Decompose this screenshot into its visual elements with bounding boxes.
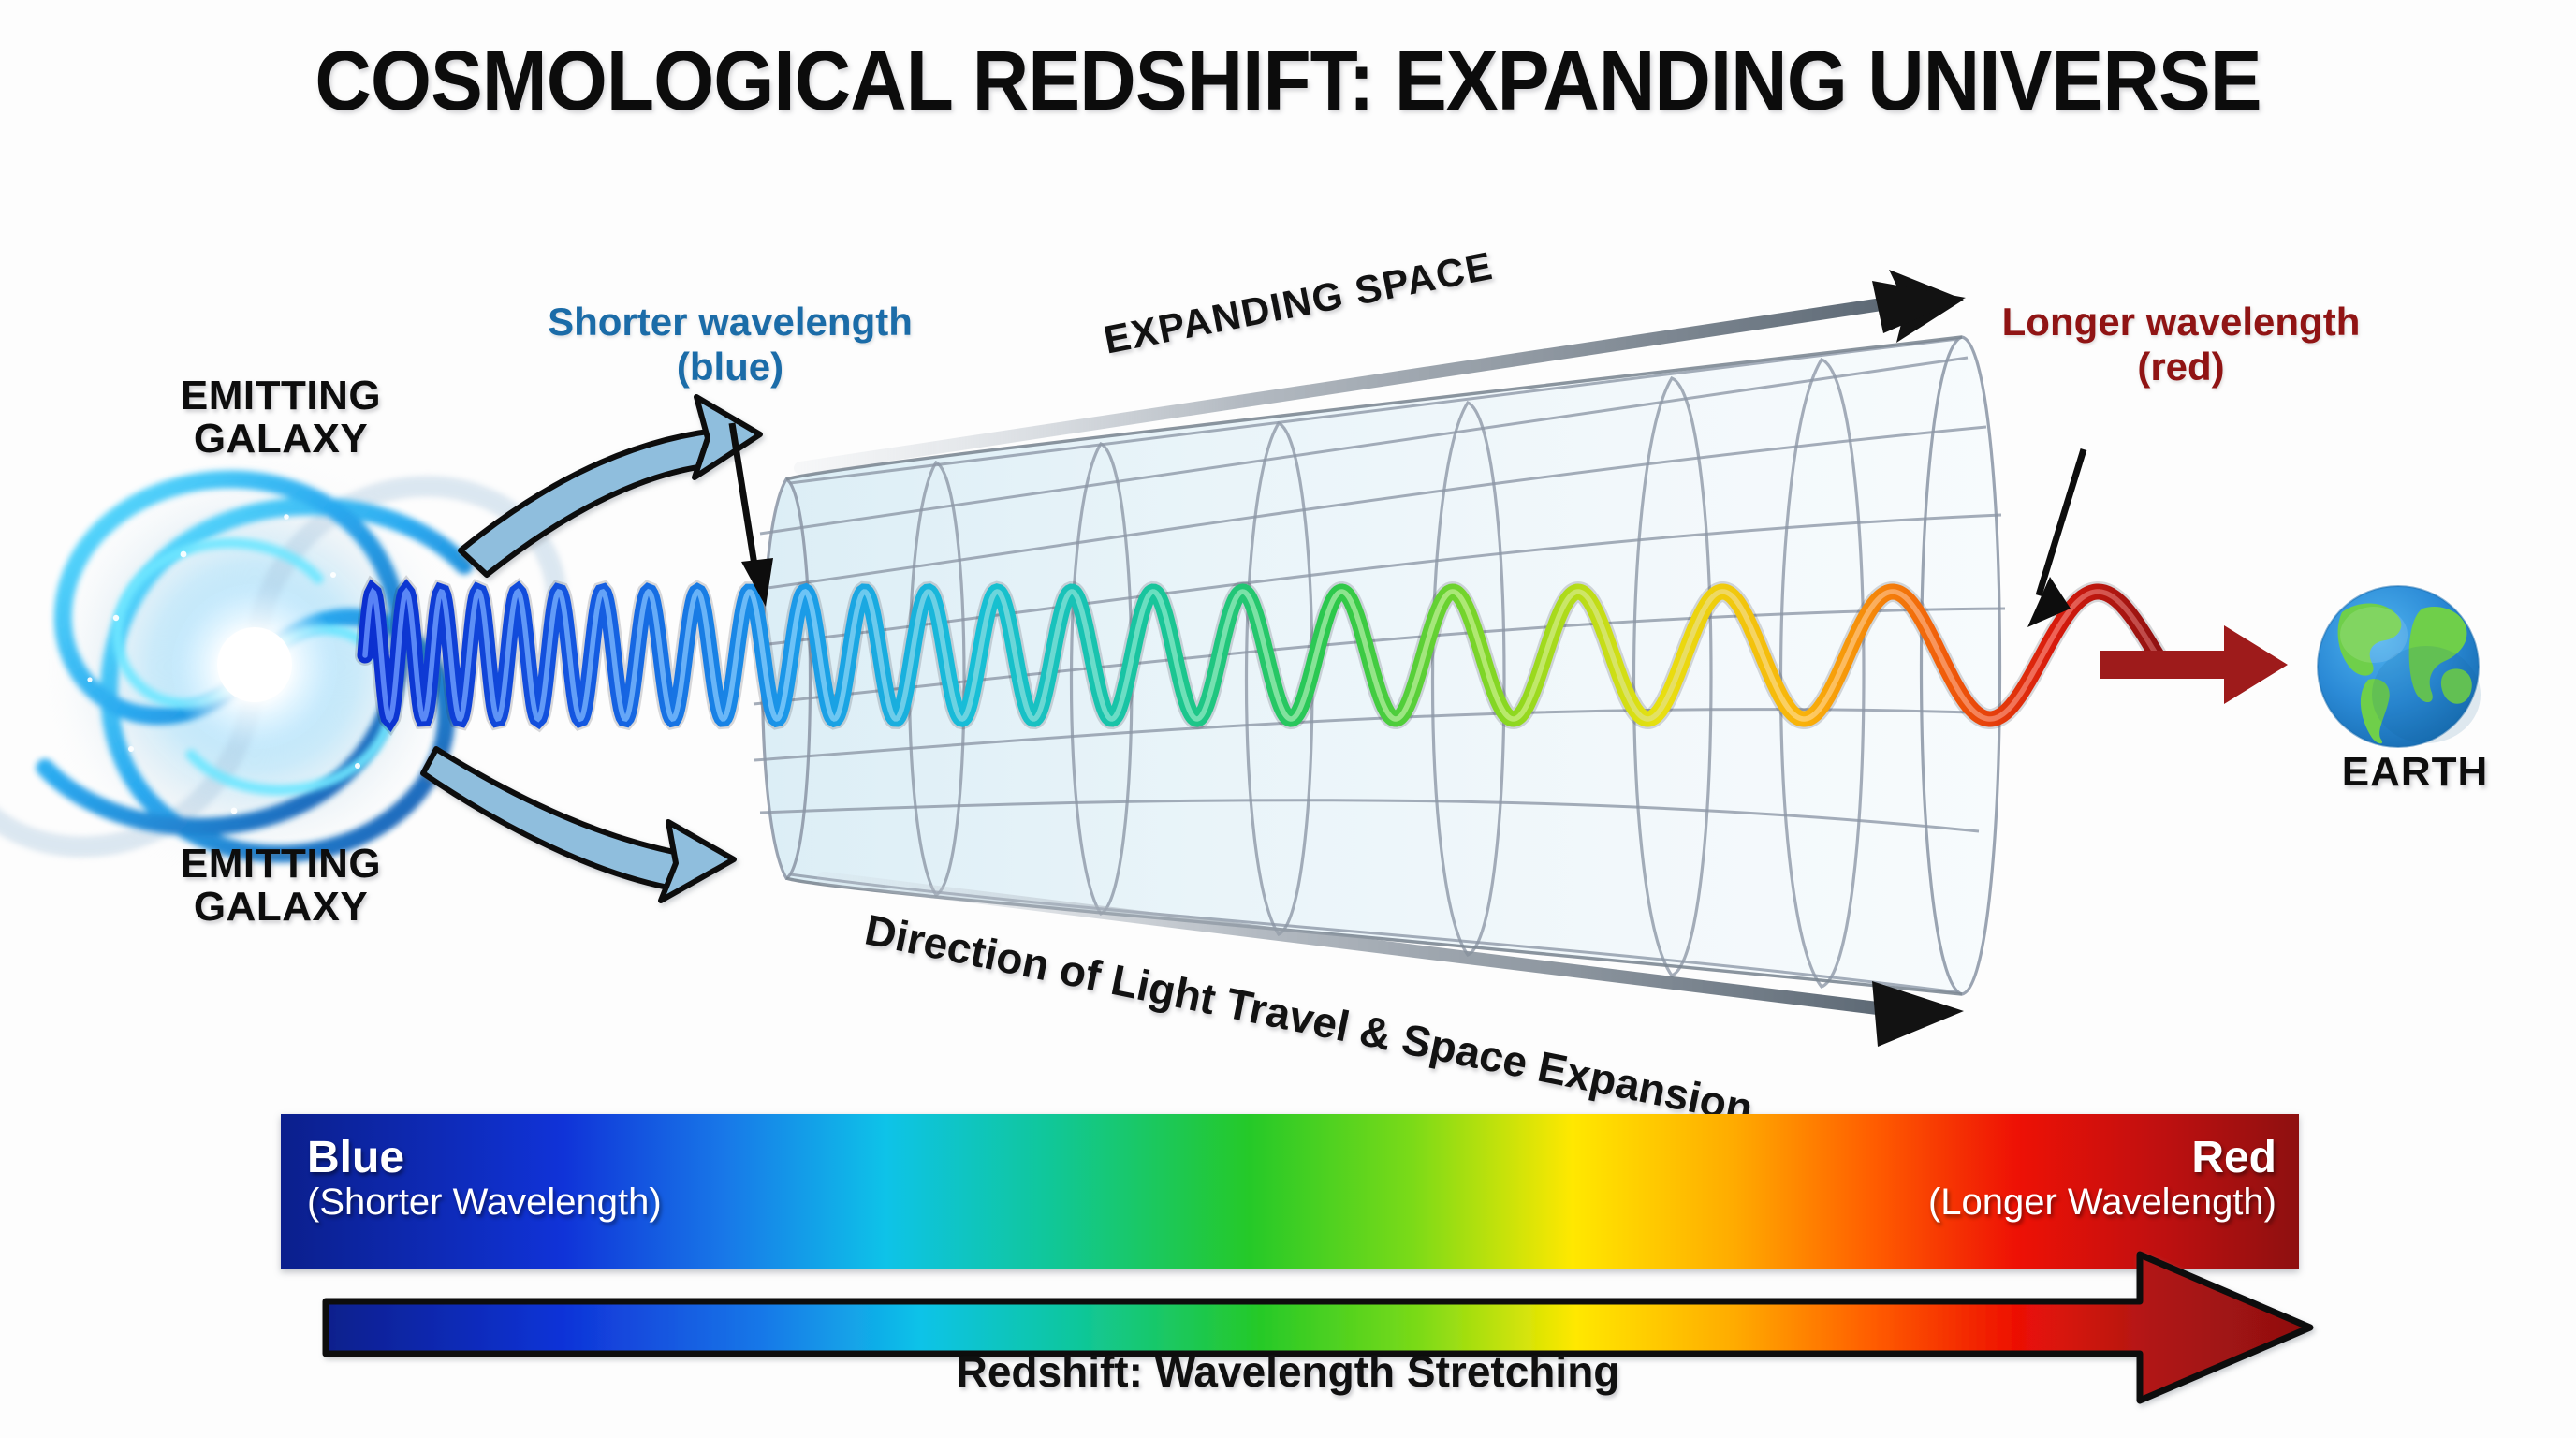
earth-label: EARTH (2341, 749, 2489, 795)
earth-graphic (2317, 585, 2481, 748)
emitting-galaxy-label-bottom: EMITTING GALAXY (56, 841, 505, 931)
spectrum-red-subtitle: (Longer Wavelength) (1927, 1181, 2276, 1223)
emitting-galaxy-bottom-line1: EMITTING (180, 841, 382, 887)
redshift-caption: Redshift: Wavelength Stretching (956, 1347, 1620, 1396)
expanding-space-label: EXPANDING SPACE (1100, 242, 1497, 362)
visible-spectrum-bar: Blue (Shorter Wavelength) Red (Longer Wa… (281, 1114, 2299, 1269)
light-wave (355, 575, 2173, 737)
spectrum-gradient (281, 1114, 2299, 1269)
page-title: COSMOLOGICAL REDSHIFT: EXPANDING UNIVERS… (315, 35, 2261, 128)
emitting-galaxy-top-line2: GALAXY (193, 416, 369, 462)
spectrum-blue-title: Blue (307, 1133, 405, 1182)
emitting-galaxy-graphic (0, 449, 567, 884)
longer-wavelength-callout: Longer wavelength (red) (1947, 300, 2415, 389)
emitting-galaxy-top-line1: EMITTING (180, 373, 382, 418)
emitting-galaxy-bottom-line2: GALAXY (193, 884, 369, 931)
emitting-galaxy-label-top: EMITTING GALAXY (56, 374, 505, 461)
spectrum-blue-subtitle: (Shorter Wavelength) (307, 1181, 662, 1223)
light-travel-direction-label: Direction of Light Travel & Space Expans… (860, 904, 1757, 1134)
shorter-wavelength-callout: Shorter wavelength (blue) (468, 300, 992, 389)
cone-rings (760, 335, 2002, 996)
spectrum-blue-label: Blue (Shorter Wavelength) (307, 1133, 662, 1223)
galaxy-emission-arrow-upper (458, 394, 763, 578)
spectrum-red-title: Red (2191, 1133, 2276, 1182)
longer-wavelength-pointer (2027, 448, 2087, 627)
cone-longitudinal-lines (753, 337, 2006, 994)
redshifted-light-to-earth-arrow (2100, 625, 2288, 704)
expanding-space-cone (753, 335, 2006, 996)
spectrum-red-label: Red (Longer Wavelength) (1927, 1133, 2276, 1223)
shorter-wavelength-pointer (728, 422, 773, 607)
longer-wavelength-line2: (red) (2137, 344, 2225, 389)
shorter-wavelength-line2: (blue) (676, 344, 784, 389)
longer-wavelength-line1: Longer wavelength (2001, 300, 2361, 344)
shorter-wavelength-line1: Shorter wavelength (548, 300, 913, 344)
